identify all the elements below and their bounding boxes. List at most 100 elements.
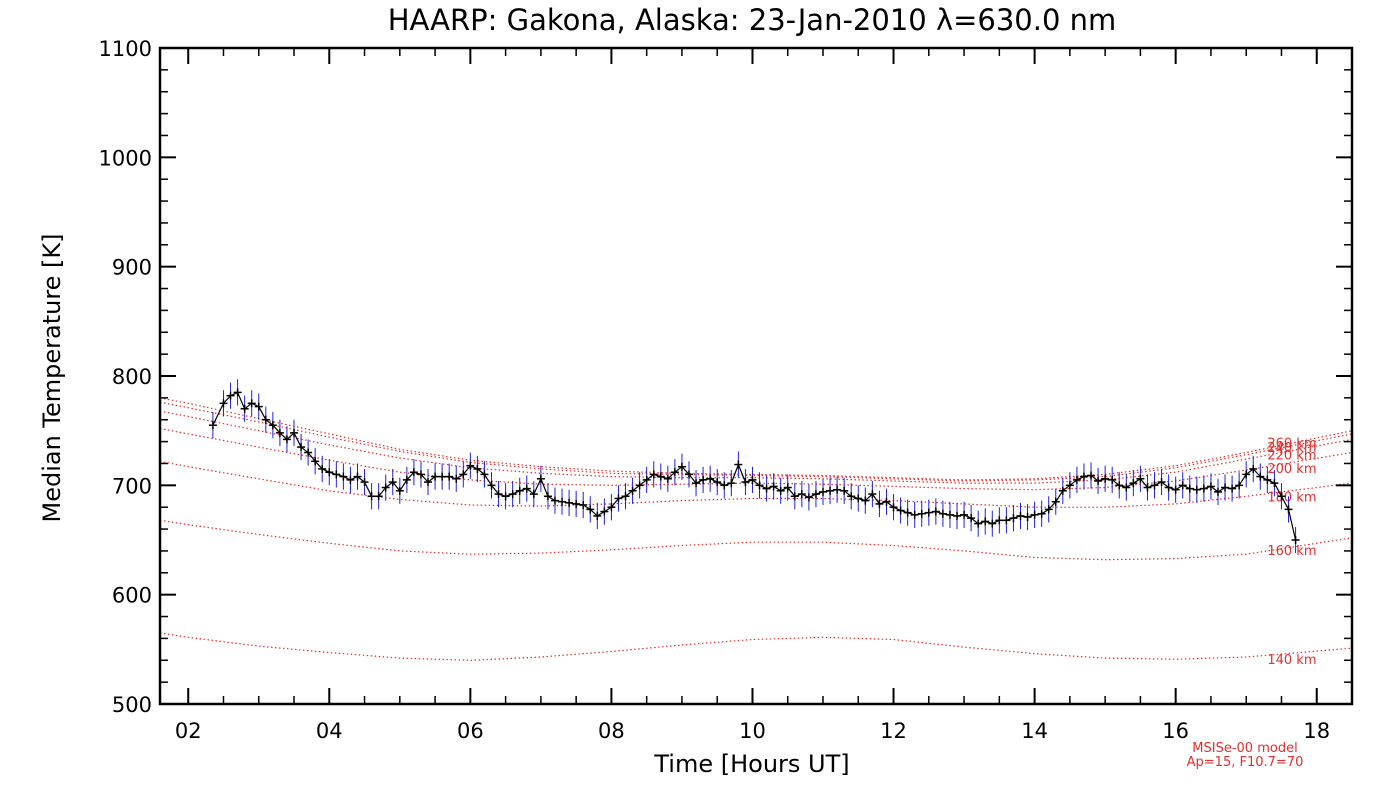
data-point — [1178, 481, 1187, 490]
data-point — [642, 475, 651, 484]
data-point — [522, 484, 531, 493]
x-tick-label: 04 — [316, 719, 343, 743]
data-point — [1256, 472, 1265, 481]
data-point — [529, 490, 538, 499]
model-curve — [159, 427, 1353, 491]
data-point — [565, 498, 574, 507]
data-point — [395, 486, 404, 495]
data-point — [663, 474, 672, 483]
data-point — [720, 481, 729, 490]
model-curve — [159, 401, 1353, 482]
data-point — [374, 492, 383, 501]
x-tick-label: 08 — [598, 719, 625, 743]
data-point — [438, 472, 447, 481]
data-point — [1079, 472, 1088, 481]
data-point — [1213, 487, 1222, 496]
data-point — [1291, 536, 1300, 544]
data-point — [1221, 483, 1230, 492]
y-tick-label: 900 — [112, 256, 152, 280]
data-point — [1185, 484, 1194, 493]
data-point — [903, 508, 912, 517]
data-point — [550, 496, 559, 505]
model-curve — [159, 519, 1353, 561]
data-point — [586, 505, 595, 514]
data-point — [360, 478, 369, 487]
data-point — [847, 492, 856, 501]
model-curve-label: 160 km — [1267, 544, 1316, 559]
data-point — [593, 511, 602, 520]
data-point — [826, 486, 835, 495]
data-point — [635, 481, 644, 490]
model-params-note: Ap=15, F10.7=70 — [1187, 755, 1304, 770]
data-point — [727, 479, 736, 488]
y-tick-label: 800 — [112, 365, 152, 389]
y-tick-label: 700 — [112, 474, 152, 498]
data-point — [473, 464, 482, 473]
data-point — [974, 519, 983, 528]
data-point — [1129, 479, 1138, 488]
data-point — [1136, 474, 1145, 483]
x-tick-label: 16 — [1162, 719, 1189, 743]
data-point — [579, 501, 588, 510]
x-tick-label: 14 — [1021, 719, 1048, 743]
data-point — [290, 428, 299, 437]
data-point — [953, 511, 962, 520]
data-point — [840, 486, 849, 495]
data-point — [868, 490, 877, 499]
data-point — [797, 490, 806, 499]
data-point — [656, 472, 665, 481]
data-point — [501, 492, 510, 501]
data-point — [346, 475, 355, 484]
y-axis-label: Median Temperature [K] — [38, 233, 66, 522]
data-point — [917, 509, 926, 518]
data-point — [388, 478, 397, 487]
data-point — [1249, 464, 1258, 473]
data-point — [332, 470, 341, 479]
data-point — [424, 478, 433, 487]
data-point — [445, 472, 454, 481]
data-point — [1094, 476, 1103, 485]
data-point — [233, 388, 242, 397]
data-point — [339, 472, 348, 481]
data-point — [776, 486, 785, 495]
model-curve-label: 260 km — [1267, 437, 1316, 452]
data-point — [1192, 485, 1201, 494]
data-point — [1009, 514, 1018, 523]
data-point — [543, 492, 552, 501]
data-point — [416, 470, 425, 479]
data-point — [967, 514, 976, 523]
data-point — [466, 461, 475, 470]
chart-title: HAARP: Gakona, Alaska: 23-Jan-2010 λ=630… — [388, 3, 1117, 37]
data-point — [699, 475, 708, 484]
model-curve-label: 200 km — [1267, 462, 1316, 477]
data-point — [508, 490, 517, 499]
x-tick-label: 06 — [457, 719, 484, 743]
data-point — [1051, 497, 1060, 506]
data-point — [628, 486, 637, 495]
data-point — [1284, 505, 1293, 514]
data-point — [402, 475, 411, 484]
y-tick-label: 1000 — [99, 146, 152, 170]
data-point — [938, 509, 947, 518]
data-point — [614, 494, 623, 503]
data-point — [1228, 484, 1237, 493]
data-point — [854, 494, 863, 503]
data-point — [297, 443, 306, 452]
axes: 02 04 06 08 10 12 14 16 18 500 600 700 800 900 1000 110… — [99, 37, 1354, 743]
data-point — [833, 485, 842, 494]
data-point — [1263, 475, 1272, 484]
data-point — [882, 497, 891, 506]
data-point — [945, 510, 954, 519]
data-point — [1242, 470, 1251, 479]
data-point — [304, 448, 313, 457]
data-point — [1108, 475, 1117, 484]
data-point — [1235, 481, 1244, 490]
data-point — [910, 510, 919, 519]
data-point — [889, 503, 898, 512]
data-point — [1164, 483, 1173, 492]
data-point — [783, 483, 792, 492]
data-point — [811, 490, 820, 499]
data-point — [741, 478, 750, 487]
data-point — [819, 487, 828, 496]
